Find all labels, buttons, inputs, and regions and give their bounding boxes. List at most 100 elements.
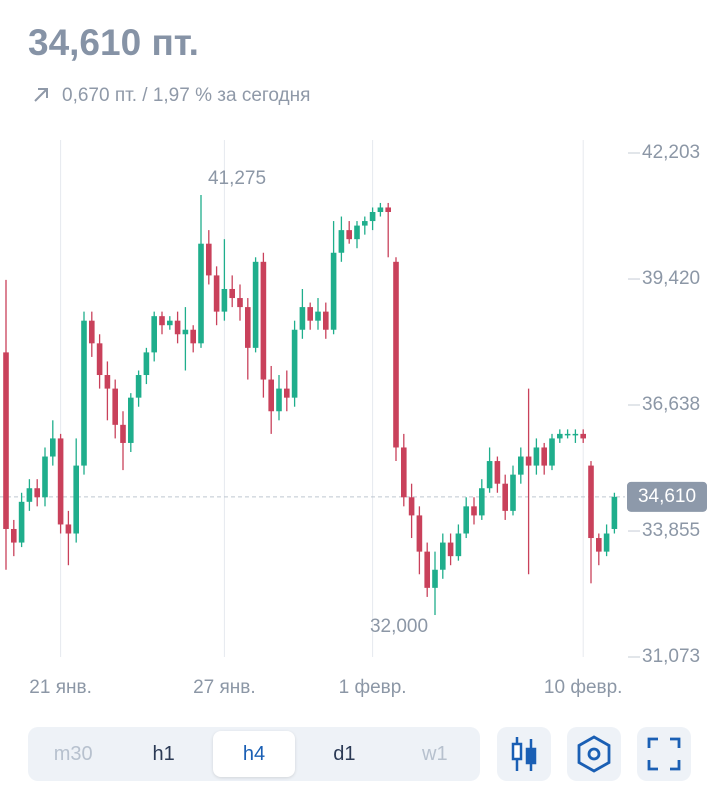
candle-body xyxy=(135,375,142,398)
candle-body xyxy=(580,433,586,439)
x-tick-label: 21 янв. xyxy=(29,677,92,698)
candle-body xyxy=(81,320,87,466)
candle-body xyxy=(424,551,430,588)
candle-body xyxy=(18,501,25,543)
candle-body xyxy=(159,316,165,326)
timeframe-bar: m30 h1 h4 d1 w1 xyxy=(28,727,480,781)
candle-body xyxy=(455,533,462,557)
x-tick-label: 27 янв. xyxy=(193,677,256,698)
candle-body xyxy=(385,207,391,213)
candle-body xyxy=(557,433,563,439)
candle-body xyxy=(463,506,469,534)
candle-body xyxy=(479,488,485,516)
timeframe-button: w1 xyxy=(422,742,448,765)
candle-body xyxy=(354,225,360,240)
candle-body xyxy=(89,320,95,344)
settings-button[interactable] xyxy=(567,727,621,781)
candle-body xyxy=(549,438,555,466)
arrow-icon xyxy=(34,88,48,102)
candle-body xyxy=(206,243,212,276)
timeframe-button[interactable]: h4 xyxy=(212,731,296,777)
candle-body xyxy=(174,320,181,335)
candle-body xyxy=(120,424,126,443)
candle-body xyxy=(502,483,508,511)
candle-body xyxy=(143,352,150,376)
candle-body xyxy=(11,528,17,543)
candle-body xyxy=(198,243,204,344)
candle-body xyxy=(57,438,64,525)
candle-body xyxy=(50,438,56,457)
timeframe-button: m30 xyxy=(53,742,93,765)
candle-body xyxy=(221,288,228,312)
candle-body xyxy=(596,538,602,552)
candle-body xyxy=(471,506,477,516)
candle-body xyxy=(338,230,345,253)
candle-body xyxy=(276,388,282,412)
candle-body xyxy=(401,447,407,498)
min-label: 32,000 xyxy=(370,616,428,637)
candle-body xyxy=(167,320,173,326)
candle-body xyxy=(128,397,134,443)
candle-body xyxy=(346,230,352,240)
change: 0,670 пт. / 1,97 % за сегодня xyxy=(62,85,311,106)
candle-body xyxy=(307,307,313,321)
candle-body xyxy=(315,311,321,321)
candle-body xyxy=(260,261,267,380)
candle-body xyxy=(3,352,9,529)
candle-body xyxy=(362,221,368,226)
candle-body xyxy=(299,307,306,330)
candle-body xyxy=(34,488,40,498)
candle-body xyxy=(416,515,423,552)
candle-body xyxy=(447,542,454,557)
candle-body xyxy=(588,465,594,539)
candle-body xyxy=(525,456,532,466)
price: 34,610 пт. xyxy=(28,22,199,63)
candle-body xyxy=(213,275,220,312)
y-tick-label: 39,420 xyxy=(642,268,700,289)
x-tick-label: 10 февр. xyxy=(544,677,623,698)
candle-body xyxy=(112,388,118,425)
candle-body xyxy=(65,524,72,534)
candle-body xyxy=(541,447,547,466)
y-tick-label: 42,203 xyxy=(642,142,700,163)
candle-body xyxy=(510,474,516,511)
candle-body xyxy=(268,379,274,412)
candle-body xyxy=(486,461,493,489)
candle-body xyxy=(73,465,79,534)
candle-body xyxy=(603,533,610,552)
candle-body xyxy=(393,261,399,448)
chart: 31,073 33,855 36,638 39,420 42,203 21 янв. 27 … xyxy=(0,140,707,698)
timeframe-button[interactable]: d1 xyxy=(333,742,356,765)
chart-type-button[interactable] xyxy=(497,727,551,781)
candle-body xyxy=(330,252,337,330)
candle-body xyxy=(533,447,540,466)
candle-body xyxy=(190,329,196,344)
candle-body xyxy=(494,461,501,484)
candle-body xyxy=(182,329,189,335)
last-price-label: 34,610 xyxy=(638,486,696,507)
fullscreen-button[interactable] xyxy=(637,727,691,781)
candle-body xyxy=(369,212,376,222)
candle-body xyxy=(518,456,524,475)
y-tick-label: 31,073 xyxy=(642,646,700,667)
candle-body xyxy=(572,433,579,436)
candle-body xyxy=(611,496,618,529)
candle-body xyxy=(96,343,103,376)
candle-body xyxy=(440,542,446,570)
y-tick-label: 36,638 xyxy=(642,394,700,415)
candle-body xyxy=(564,433,571,436)
candle-body xyxy=(229,288,235,299)
timeframe-button[interactable]: h1 xyxy=(152,742,175,765)
x-tick-label: 1 февр. xyxy=(339,677,407,698)
last-price-box xyxy=(627,481,707,512)
y-tick-label: 33,855 xyxy=(642,520,700,541)
candle-body xyxy=(252,261,259,348)
candle-body xyxy=(432,569,438,588)
max-label: 41,275 xyxy=(208,168,266,189)
candle-body xyxy=(104,375,111,389)
candle-body xyxy=(245,307,251,348)
candle-body xyxy=(284,388,290,398)
candle-body xyxy=(26,488,33,502)
candle-body xyxy=(377,207,384,213)
